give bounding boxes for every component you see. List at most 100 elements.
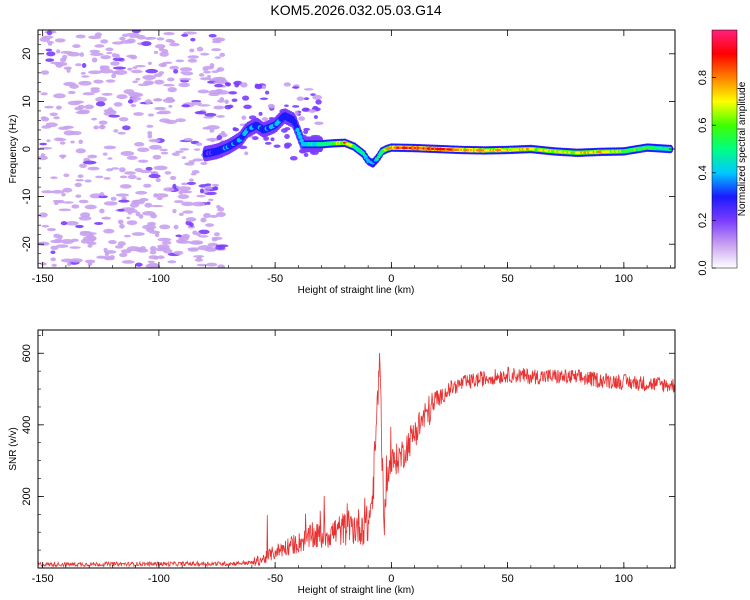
spectrogram-cell xyxy=(137,248,149,253)
spectrogram-cell xyxy=(63,130,75,136)
spectrogram-cell xyxy=(209,62,215,69)
spectrogram-cell xyxy=(126,155,138,160)
spectrogram-cell xyxy=(103,145,117,150)
spectrogram-cell xyxy=(101,216,112,220)
spectrogram-cell xyxy=(111,73,117,79)
spectrogram-cell xyxy=(130,69,143,74)
spectrogram-cell xyxy=(244,151,249,156)
spectrogram-cell xyxy=(263,136,269,141)
spectrogram-cell xyxy=(180,71,185,74)
spectrogram-cell xyxy=(211,77,224,81)
spectrogram-cell xyxy=(292,86,300,89)
spectrogram-cell xyxy=(159,148,168,152)
spectrogram-cell xyxy=(154,106,167,111)
colorbar-tick-label: 0.6 xyxy=(697,118,709,133)
spectrogram-cell xyxy=(198,245,212,251)
spectrogram-cell xyxy=(84,204,97,210)
spectrogram-cell xyxy=(242,95,250,101)
spectrogram-cell xyxy=(173,224,179,230)
spectrogram-cell xyxy=(152,98,163,102)
spectrogram-cell xyxy=(120,151,135,157)
spectrogram-cell xyxy=(251,136,259,141)
spectrogram-cell xyxy=(87,166,100,171)
x-tick-label: -100 xyxy=(148,273,170,285)
x-tick-label: 100 xyxy=(615,273,633,285)
spectrogram-cell xyxy=(103,201,118,206)
spectrogram-cell xyxy=(158,62,168,68)
spectrogram-cell xyxy=(142,211,156,216)
spectrogram-cell xyxy=(181,201,194,207)
spectrogram-cell xyxy=(62,125,74,129)
spectrogram-cell xyxy=(56,244,69,248)
spectrogram-cell xyxy=(75,34,86,39)
spectrogram-cell xyxy=(84,179,92,183)
spectrogram-cell xyxy=(53,116,60,120)
spectrogram-cell xyxy=(169,65,179,70)
spectrogram-ridge-core xyxy=(295,127,300,133)
spectrogram-cell xyxy=(163,61,173,64)
spectrogram-cell xyxy=(228,91,238,95)
spectrogram-cell xyxy=(74,106,83,111)
spectrogram-cell xyxy=(180,189,189,194)
spectrogram-ridge-core xyxy=(292,120,297,126)
spectrogram-cell xyxy=(93,125,99,130)
spectrogram-cell xyxy=(81,63,87,68)
spectrogram-cell xyxy=(75,63,82,67)
y-tick-label: 200 xyxy=(21,487,33,505)
spectrogram-cell xyxy=(261,84,266,90)
spectrogram-ylabel: Frequency (Hz) xyxy=(8,115,19,184)
spectrogram-cell xyxy=(107,157,113,160)
spectrogram-cell xyxy=(231,98,238,102)
spectrogram-cell xyxy=(204,183,212,187)
spectrogram-cell xyxy=(57,138,67,141)
spectrogram-cell xyxy=(175,234,182,238)
spectrogram-cell xyxy=(139,197,149,202)
spectrogram-cell xyxy=(95,101,106,107)
spectrogram-cell xyxy=(75,224,84,229)
spectrogram-cell xyxy=(54,238,63,244)
spectrogram-cell xyxy=(131,232,145,236)
spectrogram-cell xyxy=(69,83,79,89)
spectrogram-cell xyxy=(126,220,138,226)
spectrogram-cell xyxy=(165,96,174,101)
spectrogram-cell xyxy=(156,196,163,201)
spectrogram-cell xyxy=(314,121,324,126)
spectrogram-cell xyxy=(95,96,108,103)
spectrogram-cell xyxy=(146,124,154,128)
spectrogram-cell xyxy=(98,120,108,125)
spectrogram-cell xyxy=(121,207,135,211)
spectrogram-cell xyxy=(105,47,114,52)
spectrogram-cell xyxy=(240,82,248,88)
spectrogram-cell xyxy=(61,192,66,197)
spectrogram-cell xyxy=(134,142,145,147)
spectrogram-cell xyxy=(284,142,292,147)
spectrogram-cell xyxy=(181,71,194,76)
spectrogram-cell xyxy=(119,167,126,173)
x-tick-label: -150 xyxy=(32,573,54,585)
spectrogram-cell xyxy=(169,175,177,181)
spectrogram-cell xyxy=(157,244,170,249)
spectrogram-cell xyxy=(200,52,210,56)
spectrogram-ridge xyxy=(202,108,674,168)
spectrogram-cell xyxy=(284,104,289,107)
spectrogram-cell xyxy=(147,61,152,65)
spectrogram-cell xyxy=(56,49,61,54)
spectrogram-cell xyxy=(219,97,225,101)
spectrogram-cell xyxy=(129,55,138,60)
spectrogram-cell xyxy=(74,182,83,188)
spectrogram-ridge-peak xyxy=(363,156,368,159)
spectrogram-cell xyxy=(135,190,148,195)
spectrogram-cell xyxy=(216,115,226,118)
spectrogram-cell xyxy=(119,184,132,189)
spectrogram-cell xyxy=(94,44,105,48)
spectrogram-cell xyxy=(154,79,165,85)
spectrogram-cell xyxy=(203,70,211,74)
y-tick-label: 600 xyxy=(21,344,33,362)
spectrogram-cell xyxy=(38,155,48,161)
spectrogram-cell xyxy=(254,84,263,90)
colorbar-tick-label: 0.2 xyxy=(697,213,709,228)
spectrogram-cell xyxy=(135,262,143,267)
spectrogram-cell xyxy=(159,224,171,230)
spectrogram-ridge-peak xyxy=(362,153,367,157)
spectrogram-cell xyxy=(215,245,226,250)
